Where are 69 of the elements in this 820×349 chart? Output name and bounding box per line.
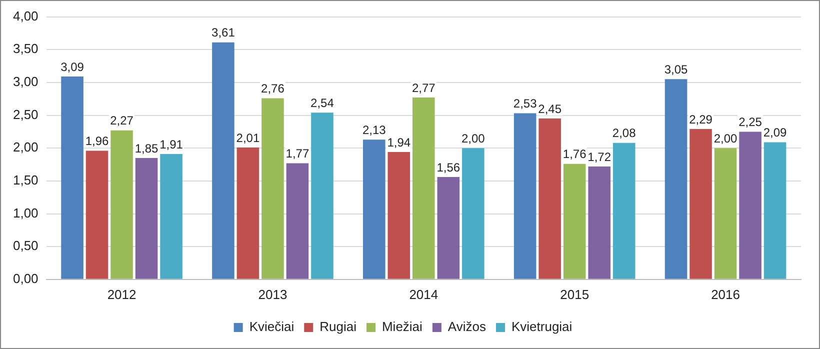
data-label: 1,76 [562,147,587,162]
bar [61,76,84,279]
data-label: 1,56 [436,160,460,174]
data-label: 2,76 [261,82,285,96]
data-label: 2,01 [236,130,260,145]
data-label: 1,96 [85,134,110,148]
data-label: 2,27 [110,114,134,128]
data-label: 2,00 [461,131,486,146]
y-tick-label: 0,00 [12,270,38,286]
bar [612,142,636,279]
bar [262,98,284,279]
bar [714,148,737,279]
data-label: 2,54 [310,96,334,110]
bar [563,164,586,279]
data-label: 2,25 [738,115,762,129]
bar [437,176,460,279]
y-tick-label: 0,50 [12,238,38,254]
data-label: 3,61 [212,26,236,40]
bar [236,147,260,279]
bar [664,79,688,279]
data-label: 1,85 [134,141,159,156]
data-label: 2,29 [689,112,713,126]
x-tick-label: 2013 [258,286,288,302]
legend-label: Avižos [448,319,486,334]
y-tick-label: 4,00 [12,8,38,24]
y-tick-label: 1,50 [12,172,38,188]
data-label: 3,09 [60,60,84,74]
data-label: 1,91 [160,137,184,152]
bar [363,140,386,279]
data-label: 2,45 [538,102,562,116]
bar [135,158,158,279]
bar [110,130,133,279]
bar [311,112,334,279]
data-label: 1,94 [387,135,411,150]
x-tick-label: 2012 [107,286,136,302]
bar [514,113,536,279]
bar [739,132,762,279]
legend-label: Miežiai [382,319,423,334]
data-label: 3,05 [664,62,688,76]
bar [212,42,234,279]
data-label: 2,09 [763,126,788,140]
y-tick-label: 3,00 [12,74,38,90]
bar [462,148,484,279]
data-label: 2,13 [362,122,386,137]
data-label: 2,53 [513,96,538,111]
legend-label: Kviečiai [249,319,294,334]
bar [538,118,561,279]
y-tick-label: 2,00 [12,140,38,155]
data-label: 1,72 [588,150,612,164]
bar [86,150,108,279]
x-tick-label: 2015 [560,286,590,302]
bar [160,154,182,279]
y-tick-label: 2,50 [12,106,38,122]
bar [764,142,786,279]
data-label: 2,00 [714,131,738,146]
x-tick-label: 2016 [711,286,740,302]
data-label: 1,77 [286,146,310,161]
bar [690,129,712,279]
y-tick-label: 1,00 [12,205,38,220]
data-label: 2,77 [412,80,436,95]
y-tick-label: 3,50 [12,41,38,56]
legend-label: Kvietrugiai [511,319,572,334]
x-tick-label: 2014 [409,286,438,302]
bar [588,166,610,279]
bar [388,152,410,279]
data-label: 2,08 [612,126,636,140]
legend-label: Rugiai [320,319,357,334]
bar [412,98,435,279]
bar [286,163,309,279]
